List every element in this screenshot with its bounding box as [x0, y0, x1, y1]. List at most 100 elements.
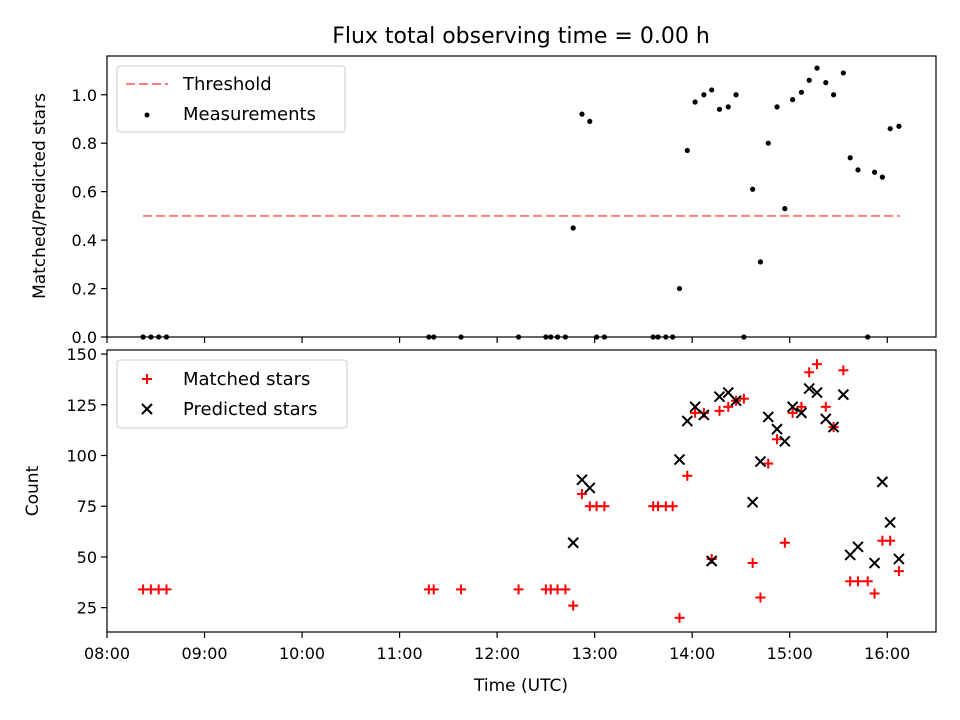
- x-tick-label: 14:00: [669, 644, 715, 663]
- y-tick-label: 0.4: [72, 231, 97, 250]
- cross-marker-b: [730, 395, 742, 407]
- measurement-point: [692, 99, 698, 105]
- x-tick-label: 16:00: [864, 644, 910, 663]
- matched-star-point: [885, 535, 896, 546]
- measurement-point: [593, 334, 600, 340]
- matched-star-point: [747, 558, 758, 569]
- y-tick-label: 25: [77, 599, 97, 618]
- matched-star-point: [576, 489, 587, 500]
- measurement-point: [750, 186, 756, 192]
- predicted-star-point: [746, 496, 759, 508]
- predicted-star-point: [795, 407, 808, 419]
- legend-cross: [141, 403, 153, 415]
- y-tick-label: 125: [66, 396, 97, 415]
- cross-marker-b: [673, 453, 686, 466]
- x-axis-label: Time (UTC): [473, 676, 568, 696]
- predicted-star-point: [584, 482, 596, 494]
- measurement-point: [601, 334, 608, 340]
- bottom-legend-box: [116, 359, 348, 429]
- matched-star-point: [714, 405, 725, 416]
- measurement-point: [765, 140, 771, 146]
- measurement-point: [887, 126, 893, 132]
- measurement-point: [426, 334, 432, 340]
- bottom-y-axis-label: Count: [23, 465, 43, 516]
- matched-star-point: [787, 407, 798, 418]
- cross-marker-b: [876, 476, 889, 488]
- matched-star-point: [667, 501, 678, 512]
- measurement-point: [587, 118, 593, 125]
- measurement-point: [798, 89, 805, 95]
- measurement-point: [782, 206, 788, 212]
- measurement-point: [650, 334, 656, 340]
- top-x-ticks: [106, 337, 888, 343]
- measurement-point: [140, 334, 146, 340]
- cross-marker-b: [762, 411, 774, 423]
- measurement-point: [790, 97, 796, 103]
- top-axes: 0.0 0.2 0.4 0.6 0.8 1.0 Matched/Predicted sta…: [30, 55, 937, 347]
- cross-marker-b: [837, 388, 850, 401]
- top-axes-frame: [106, 55, 937, 338]
- measurement-point: [570, 225, 576, 231]
- bottom-axes: 25 50 75 100 125 150 08:00 09:00 10:00 11:00 12:0…: [23, 345, 937, 696]
- predicted-star-point: [771, 423, 783, 435]
- cross-marker-b: [689, 401, 701, 413]
- top-y-ticks: 0.0 0.2 0.4 0.6 0.8 1.0: [72, 86, 107, 347]
- measurement-point: [757, 259, 764, 265]
- measurement-point: [156, 334, 162, 340]
- legend-predicted-label: Predicted stars: [183, 399, 317, 420]
- measurement-point: [733, 92, 739, 98]
- cross-marker-b: [779, 435, 791, 448]
- cross-marker-b: [576, 474, 588, 486]
- predicted-star-point: [681, 415, 694, 427]
- measurement-point: [896, 123, 902, 129]
- cross-marker-b: [713, 390, 726, 403]
- x-tick-label: 08:00: [84, 644, 130, 663]
- top-y-axis-label: Matched/Predicted stars: [30, 93, 50, 299]
- cross-marker-b: [705, 555, 718, 567]
- predicted-star-point: [713, 390, 726, 403]
- cross-marker-b: [868, 557, 881, 569]
- y-tick-label: 0.8: [72, 134, 97, 153]
- cross-marker-b: [786, 401, 799, 413]
- measurement-point: [655, 334, 661, 340]
- legend-threshold-label: Threshold: [182, 74, 272, 95]
- matched-star-point: [513, 584, 524, 595]
- measurement-point: [579, 111, 585, 117]
- bottom-axes-frame: [106, 349, 937, 633]
- predicted-star-point: [754, 455, 767, 468]
- matched-star-point: [723, 401, 734, 412]
- predicted-star-point: [779, 435, 791, 448]
- cross-marker-b: [698, 409, 710, 421]
- predicted-star-point: [673, 453, 686, 466]
- predicted-star-point: [884, 516, 896, 529]
- measurement-point: [562, 334, 568, 340]
- matched-star-point: [838, 365, 849, 376]
- cross-marker-b: [827, 421, 840, 433]
- figure-title: Flux total observing time = 0.00 h: [332, 24, 710, 49]
- matched-star-point: [862, 576, 873, 587]
- matched-star-point: [893, 566, 904, 577]
- bottom-x-ticks: 08:00 09:00 10:00 11:00 12:00 13:00 14:00 15:00…: [84, 632, 910, 663]
- measurement-point: [865, 334, 871, 340]
- matched-star-point: [812, 359, 823, 370]
- legend-measurements-label: Measurements: [183, 104, 316, 125]
- matched-star-point: [674, 612, 685, 623]
- y-tick-label: 0.6: [72, 183, 97, 202]
- measurement-point: [676, 285, 683, 292]
- matched-star-point: [772, 434, 783, 445]
- measurement-point: [515, 334, 522, 340]
- cross-marker-b: [584, 482, 596, 494]
- measurement-point: [847, 155, 853, 161]
- cross-marker-b: [884, 516, 896, 529]
- cross-marker-b: [811, 386, 823, 399]
- predicted-star-point: [876, 476, 889, 488]
- measurement-point: [716, 106, 723, 112]
- y-tick-label: 150: [66, 345, 97, 364]
- matched-star-point: [599, 501, 610, 512]
- x-tick-label: 12:00: [474, 644, 520, 663]
- predicted-star-point: [868, 557, 881, 569]
- top-legend: Threshold Measurements: [116, 65, 346, 133]
- measurement-point: [701, 92, 707, 98]
- matched-star-point: [804, 367, 815, 378]
